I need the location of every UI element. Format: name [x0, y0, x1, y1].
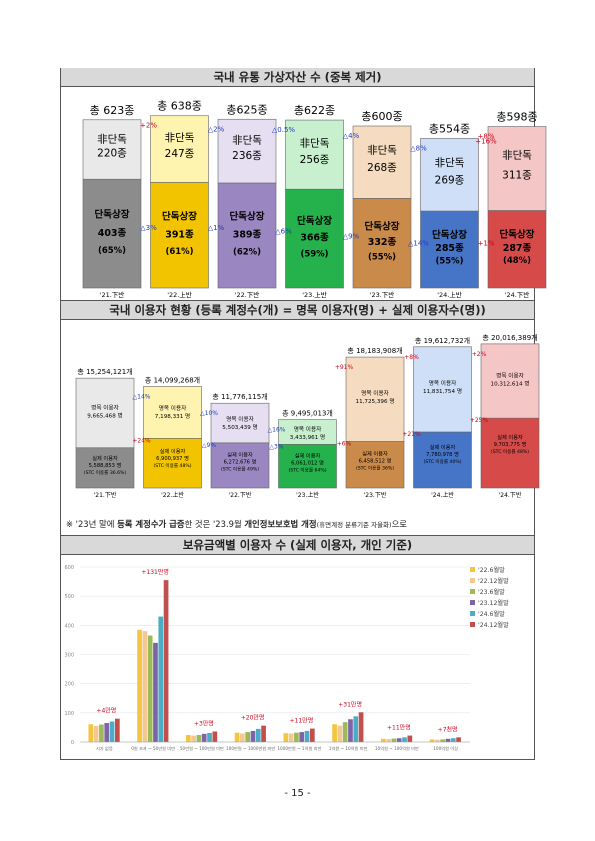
note-mid: 한 것은 '23.9월: [184, 519, 245, 529]
vasp-count-title: 국내 유통 가상자산 수 (중복 제거): [61, 68, 534, 87]
note-bold2: 개인정보보호법 개정: [244, 519, 317, 529]
note-prefix: ※ '23년 말에: [66, 519, 118, 529]
note-bold1: 등록 계정수가 급증: [117, 519, 185, 529]
footnote: ※ '23년 말에 등록 계정수가 급증한 것은 '23.9월 개인정보보호법 …: [66, 518, 407, 530]
holdings-title: 보유금액별 이용자 수 (실제 이용자, 개인 기준): [61, 535, 534, 555]
note-suffix: 으로: [391, 519, 407, 529]
page-frame: [60, 68, 535, 760]
page-number: - 15 -: [284, 788, 311, 799]
note-small: (휴면계정 분류기준 자율화): [316, 521, 392, 529]
user-status-title: 국내 이용자 현황 (등록 계정수(개) = 명목 이용자(명) + 실제 이용…: [61, 300, 534, 320]
